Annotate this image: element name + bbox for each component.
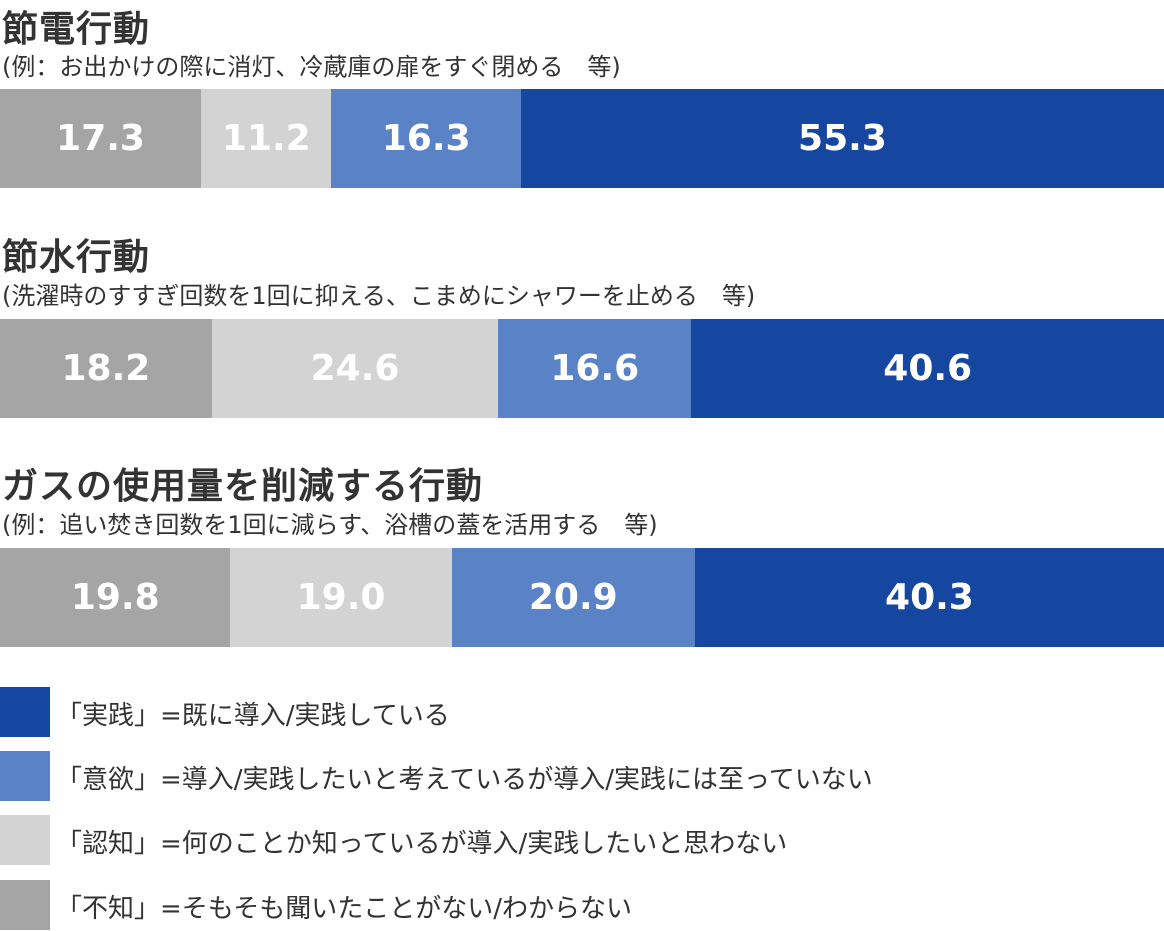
legend-swatch xyxy=(0,880,50,930)
chart-subtitle: (洗濯時のすすぎ回数を1回に抑える、こまめにシャワーを止める 等) xyxy=(2,282,756,310)
bar-segment: 55.3 xyxy=(520,89,1164,188)
data-label: 19.0 xyxy=(296,577,386,618)
chart-subtitle: (例：追い焚き回数を1回に減らす、浴槽の蓋を活用する 等) xyxy=(2,511,658,539)
data-label: 18.2 xyxy=(61,348,151,389)
legend-swatch xyxy=(0,751,50,801)
legend-label: 「認知」=何のことか知っているが導入/実践したいと思わない xyxy=(56,829,788,859)
stacked-bar: 18.2 24.6 16.6 40.6 xyxy=(0,319,1164,418)
legend-label: 「実践」=既に導入/実践している xyxy=(56,701,450,731)
chart-title: ガスの使用量を削減する行動 xyxy=(2,466,484,507)
data-label: 55.3 xyxy=(798,118,887,159)
legend-swatch xyxy=(0,687,50,737)
chart-subtitle: (例：お出かけの際に消灯、冷蔵庫の扉をすぐ閉める 等) xyxy=(2,53,621,81)
legend-label: 「意欲」=導入/実践したいと考えているが導入/実践には至っていない xyxy=(56,765,873,795)
legend-label: 「不知」=そもそも聞いたことがない/わからない xyxy=(56,894,633,924)
data-label: 40.3 xyxy=(885,577,974,618)
data-label: 16.6 xyxy=(550,348,640,389)
bar-segment: 40.6 xyxy=(691,319,1164,418)
bar-segment: 40.3 xyxy=(694,548,1164,647)
data-label: 16.3 xyxy=(381,118,471,159)
stacked-bar: 17.3 11.2 16.3 55.3 xyxy=(0,89,1164,188)
bar-segment: 24.6 xyxy=(211,319,499,418)
data-label: 40.6 xyxy=(883,348,973,389)
data-label: 11.2 xyxy=(221,118,311,159)
data-label: 24.6 xyxy=(310,348,400,389)
bar-segment: 19.8 xyxy=(0,548,231,647)
data-label: 17.3 xyxy=(56,118,145,159)
bar-segment: 16.3 xyxy=(331,89,521,188)
stacked-bar: 19.8 19.0 20.9 40.3 xyxy=(0,548,1164,647)
bar-segment: 20.9 xyxy=(451,548,695,647)
chart-title: 節電行動 xyxy=(2,9,151,50)
bar-segment: 11.2 xyxy=(201,89,332,188)
data-label: 20.9 xyxy=(528,577,618,618)
bar-segment: 19.0 xyxy=(230,548,452,647)
bar-segment: 18.2 xyxy=(0,319,212,418)
legend-swatch xyxy=(0,815,50,865)
bar-segment: 16.6 xyxy=(498,319,692,418)
data-label: 19.8 xyxy=(70,577,160,618)
chart-title: 節水行動 xyxy=(2,237,151,278)
bar-segment: 17.3 xyxy=(0,89,202,188)
